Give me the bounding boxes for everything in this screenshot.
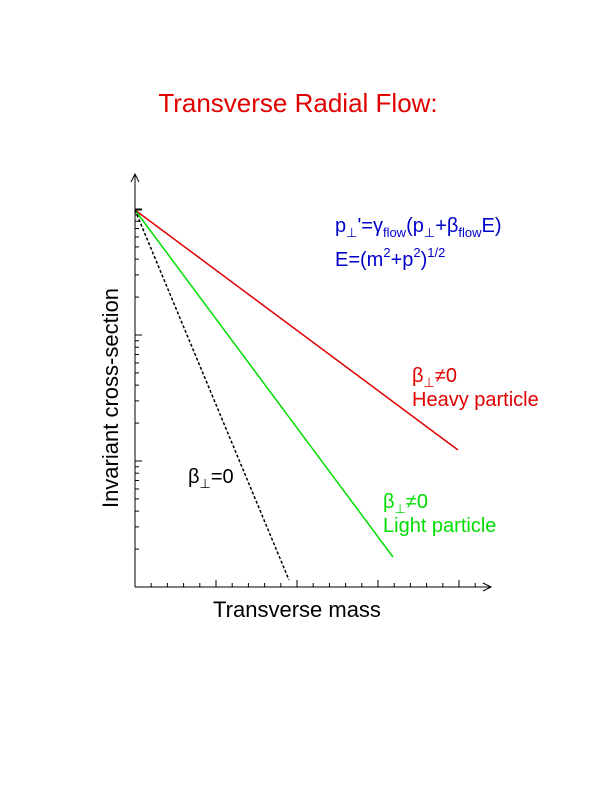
- symbol-part: ≠0: [406, 491, 428, 513]
- formula-sup: 2: [383, 245, 390, 260]
- formula-line1: p⊥'=γflow(p⊥+βflowE): [335, 215, 502, 240]
- formula-sub: flow: [458, 225, 482, 240]
- formula-part: E): [482, 215, 502, 237]
- formula-sup: 1/2: [427, 245, 445, 260]
- formula-part: '=γ: [357, 215, 383, 237]
- title: Transverse Radial Flow:: [158, 88, 437, 118]
- symbol-part: β: [188, 466, 200, 488]
- formula-line2: E=(m2+p2)1/2: [335, 245, 445, 271]
- heavy-particle-line: [134, 209, 459, 451]
- formula-part: (p: [406, 215, 424, 237]
- formula-sup: 2: [413, 245, 420, 260]
- heavy-name: Heavy particle: [412, 389, 539, 411]
- symbol-part: β: [412, 365, 424, 387]
- formula-part: +p: [391, 249, 414, 271]
- light-particle-line: [134, 209, 394, 558]
- y-axis-arrow: [130, 172, 140, 183]
- heavy-symbol: β⊥≠0: [412, 365, 457, 390]
- formula-part: p: [335, 215, 346, 237]
- symbol-part: =0: [211, 466, 234, 488]
- formula-sub: flow: [383, 225, 407, 240]
- symbol-sub: ⊥: [424, 375, 435, 390]
- light-label: β⊥≠0 Light particle: [383, 491, 496, 537]
- x-axis-label: Transverse mass: [213, 597, 381, 622]
- formula-part: ): [421, 249, 428, 271]
- symbol-part: ≠0: [435, 365, 457, 387]
- heavy-label: β⊥≠0 Heavy particle: [412, 365, 539, 411]
- symbol-sub: ⊥: [395, 501, 406, 516]
- light-name: Light particle: [383, 515, 496, 537]
- formula-part: +β: [435, 215, 458, 237]
- no-flow-symbol: β⊥=0: [188, 466, 234, 491]
- formula-sub: ⊥: [424, 225, 435, 240]
- axes: [130, 172, 493, 592]
- formula-sub: ⊥: [346, 225, 357, 240]
- no-flow-line: [134, 209, 290, 581]
- x-axis-arrow: [482, 582, 493, 592]
- symbol-sub: ⊥: [200, 476, 211, 491]
- formula-part: E=(m: [335, 249, 383, 271]
- symbol-part: β: [383, 491, 395, 513]
- light-symbol: β⊥≠0: [383, 491, 428, 516]
- y-axis-label: Invariant cross-section: [98, 288, 123, 508]
